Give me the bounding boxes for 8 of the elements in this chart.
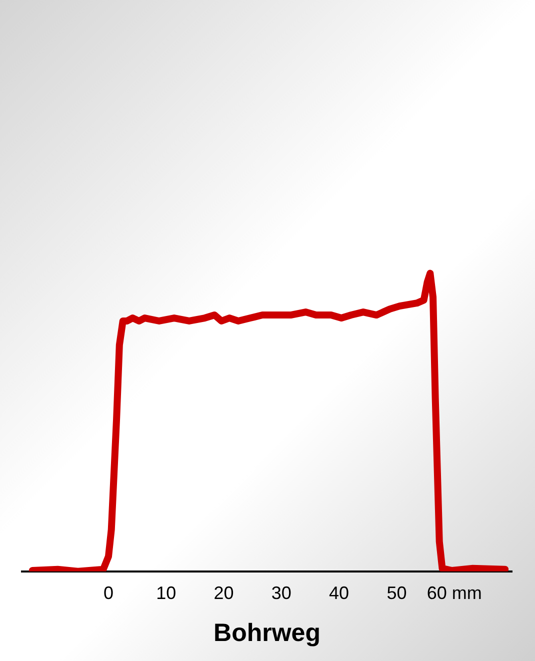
x-tick-label: 10 xyxy=(156,583,176,604)
x-axis-title: Bohrweg xyxy=(214,618,320,647)
x-tick-label: 20 xyxy=(214,583,234,604)
x-tick-label: 50 xyxy=(386,583,407,604)
x-tick-label: 40 xyxy=(329,583,350,604)
x-tick-label: 60 mm xyxy=(426,583,482,604)
x-tick-label: 30 xyxy=(271,583,292,604)
x-tick-label: 0 xyxy=(103,583,114,604)
